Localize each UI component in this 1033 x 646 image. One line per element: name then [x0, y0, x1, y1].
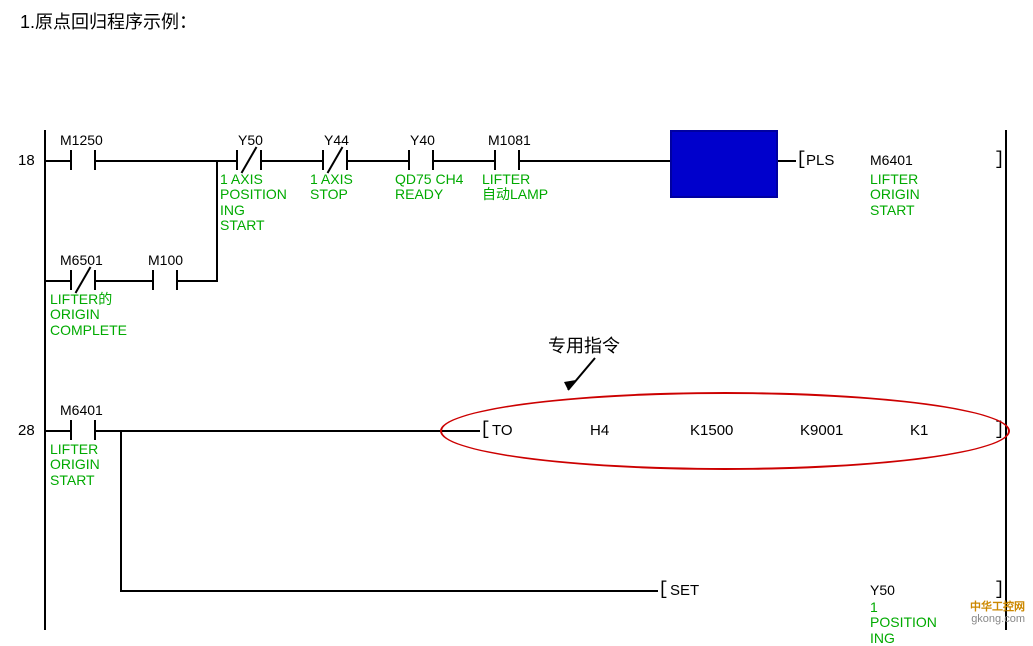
- bracket-icon: ]: [994, 150, 1005, 170]
- rung-number: 18: [18, 152, 35, 169]
- highlight-box: [670, 130, 778, 198]
- desc-y50-out: 1 POSITION ING: [870, 600, 937, 646]
- bracket-icon: [: [658, 580, 669, 600]
- contact-m6401: [70, 420, 96, 440]
- wire: [348, 160, 408, 162]
- wire: [216, 160, 236, 162]
- watermark-line1: 中华工控网: [970, 601, 1025, 613]
- addr-y50-out: Y50: [870, 582, 895, 598]
- page-title: 1.原点回归程序示例：: [20, 8, 197, 34]
- addr-m6401-out: M6401: [870, 152, 913, 168]
- wire: [96, 160, 216, 162]
- wire: [44, 430, 70, 432]
- wire: [216, 160, 218, 282]
- wire: [178, 280, 216, 282]
- addr-y44: Y44: [324, 132, 349, 148]
- contact-m6501: [70, 270, 96, 290]
- wire: [120, 430, 122, 590]
- addr-m100: M100: [148, 252, 183, 268]
- addr-m6501: M6501: [60, 252, 103, 268]
- wire: [44, 160, 46, 280]
- ladder-diagram: 18 M1250 Y50 1 AXIS POSITION ING START Y…: [0, 90, 1033, 630]
- annotation-ellipse: [440, 392, 1010, 470]
- wire: [778, 160, 796, 162]
- contact-m1250: [70, 150, 96, 170]
- wire: [434, 160, 494, 162]
- desc-y50: 1 AXIS POSITION ING START: [220, 172, 287, 234]
- desc-m1081: LIFTER 自动LAMP: [482, 172, 548, 203]
- wire: [262, 160, 322, 162]
- instr-set: SET: [670, 582, 699, 599]
- contact-y50: [236, 150, 262, 170]
- wire: [96, 430, 480, 432]
- desc-m6401-out: LIFTER ORIGIN START: [870, 172, 920, 218]
- instr-pls: PLS: [806, 152, 834, 169]
- wire: [120, 590, 658, 592]
- contact-m1081: [494, 150, 520, 170]
- contact-m100: [152, 270, 178, 290]
- desc-y44: 1 AXIS STOP: [310, 172, 353, 203]
- wire: [44, 280, 70, 282]
- wire: [520, 160, 670, 162]
- addr-m1250: M1250: [60, 132, 103, 148]
- contact-y44: [322, 150, 348, 170]
- addr-y50: Y50: [238, 132, 263, 148]
- addr-y40: Y40: [410, 132, 435, 148]
- bracket-icon: ]: [994, 580, 1005, 600]
- wire: [96, 280, 152, 282]
- right-rail: [1005, 130, 1007, 630]
- desc-y40: QD75 CH4 READY: [395, 172, 463, 203]
- contact-y40: [408, 150, 434, 170]
- addr-m6401: M6401: [60, 402, 103, 418]
- wire: [44, 160, 70, 162]
- watermark: 中华工控网 gkong.com: [970, 601, 1025, 625]
- desc-m6501: LIFTER的 ORIGIN COMPLETE: [50, 292, 127, 338]
- annotation-arrow: [560, 356, 620, 400]
- rung-number: 28: [18, 422, 35, 439]
- watermark-line2: gkong.com: [971, 613, 1025, 625]
- addr-m1081: M1081: [488, 132, 531, 148]
- annotation-label: 专用指令: [548, 332, 620, 358]
- desc-m6401: LIFTER ORIGIN START: [50, 442, 100, 488]
